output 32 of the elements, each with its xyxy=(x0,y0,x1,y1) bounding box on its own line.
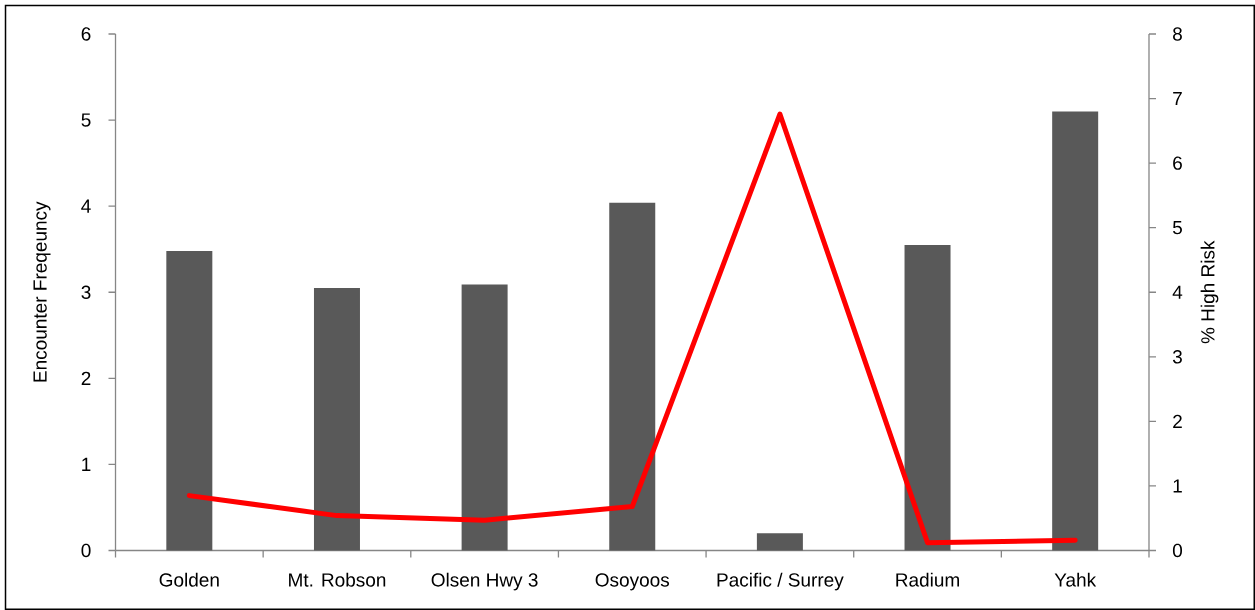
x-tick-label: Olsen Hwy 3 xyxy=(431,572,538,591)
y2-tick-label: 4 xyxy=(1172,285,1183,299)
bar xyxy=(1052,111,1099,551)
y-tick-label: 4 xyxy=(81,199,91,213)
y-tick-label: 6 xyxy=(81,27,91,41)
y-tick-label: 0 xyxy=(81,543,91,558)
y2-tick-label: 0 xyxy=(1172,543,1183,558)
y2-axis-title: % High Risk xyxy=(1200,240,1219,344)
x-tick-label: Yahk xyxy=(1054,572,1097,587)
bar xyxy=(756,533,803,551)
bar xyxy=(313,287,360,551)
bar xyxy=(166,250,213,551)
bar xyxy=(609,202,656,551)
x-tick-label: Osoyoos xyxy=(595,573,670,591)
y2-tick-label: 5 xyxy=(1172,221,1182,235)
y2-tick-label: 2 xyxy=(1173,414,1182,428)
y-axis-title: Encounter Freqeuncy xyxy=(33,201,51,382)
x-tick-label: Pacific / Surrey xyxy=(717,572,844,591)
x-tick-label: Radium xyxy=(896,572,959,587)
x-tick-label: Mt. Robson xyxy=(289,572,386,587)
y2-tick-label: 7 xyxy=(1173,92,1182,106)
x-tick-label: Golden xyxy=(159,572,219,587)
y2-tick-label: 6 xyxy=(1173,156,1182,170)
y2-tick-label: 8 xyxy=(1173,27,1182,41)
bar xyxy=(461,284,508,551)
y-tick-label: 2 xyxy=(81,371,91,385)
bar xyxy=(904,244,951,551)
y-tick-label: 5 xyxy=(81,113,91,127)
y2-tick-label: 3 xyxy=(1172,350,1182,364)
y-tick-label: 1 xyxy=(82,457,91,471)
y2-tick-label: 1 xyxy=(1173,479,1182,493)
y-tick-label: 3 xyxy=(81,285,91,299)
